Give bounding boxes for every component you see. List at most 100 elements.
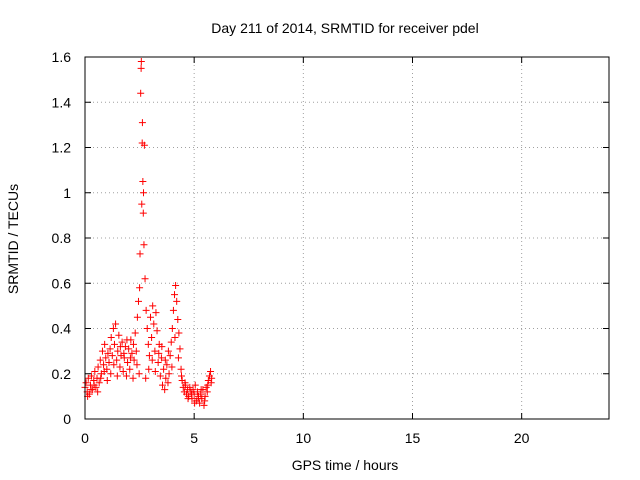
data-point [149, 302, 157, 310]
data-point [119, 367, 127, 375]
data-point [151, 367, 159, 375]
data-point [110, 340, 118, 348]
data-point [161, 386, 169, 394]
data-point [145, 365, 153, 373]
data-point [188, 390, 196, 398]
data-point [150, 320, 158, 328]
data-point [135, 370, 143, 378]
data-point [163, 361, 171, 369]
data-point [109, 325, 117, 332]
data-point [108, 352, 116, 360]
data-point [116, 363, 124, 371]
data-point [148, 334, 156, 342]
data-point [159, 381, 167, 389]
data-point [115, 331, 123, 339]
data-point [162, 374, 170, 382]
data-point [101, 340, 109, 348]
data-point [96, 356, 104, 364]
y-tick-label: 0.4 [52, 321, 72, 337]
data-point [90, 381, 98, 389]
data-point [94, 363, 102, 371]
data-point [145, 352, 153, 360]
data-point [169, 306, 177, 314]
data-point [142, 374, 150, 382]
data-point [94, 388, 102, 396]
data-point [140, 189, 148, 197]
data-point [156, 372, 164, 380]
data-point [160, 365, 168, 373]
data-point [128, 349, 136, 357]
data-point [110, 361, 118, 369]
data-point [133, 361, 141, 369]
data-point [100, 367, 108, 375]
data-point [123, 336, 131, 344]
data-point [171, 291, 179, 299]
data-point [136, 250, 144, 258]
x-tick-label: 0 [81, 430, 89, 446]
data-point [137, 58, 145, 66]
data-point [175, 329, 183, 337]
data-point [107, 334, 115, 342]
y-tick-label: 1 [63, 185, 71, 201]
data-point [129, 374, 137, 382]
data-point [207, 379, 215, 387]
data-point [164, 347, 172, 355]
data-point [102, 354, 110, 362]
data-point [174, 354, 182, 362]
y-axis-label: SRMTID / TECUs [5, 184, 21, 294]
data-point [154, 358, 162, 366]
data-point [137, 89, 145, 97]
y-tick-label: 1.6 [52, 49, 72, 65]
data-point [103, 377, 111, 385]
data-point [136, 284, 144, 292]
data-point [147, 313, 154, 321]
data-point [200, 401, 208, 409]
x-tick-label: 15 [405, 430, 421, 446]
data-point [95, 379, 103, 387]
data-point [171, 334, 179, 342]
data-point [148, 356, 156, 364]
data-point [207, 367, 215, 375]
data-point [153, 327, 161, 335]
data-point [155, 349, 163, 357]
data-point [157, 354, 165, 362]
data-point [139, 209, 147, 217]
data-point [203, 388, 211, 396]
data-point [191, 399, 199, 407]
data-point [177, 365, 185, 373]
data-point [106, 345, 114, 353]
data-point [166, 352, 174, 360]
data-point [168, 363, 176, 371]
data-point [141, 275, 149, 283]
data-point [173, 297, 181, 305]
grid [85, 57, 609, 419]
data-point [126, 365, 134, 373]
data-point [164, 379, 172, 387]
data-point [91, 367, 99, 375]
y-tick-label: 0 [63, 411, 71, 427]
x-axis-label: GPS time / hours [292, 457, 399, 473]
data-point [172, 282, 180, 290]
data-point [100, 361, 108, 369]
data-point [140, 241, 148, 249]
data-point [129, 340, 137, 348]
x-tick-label: 20 [514, 430, 530, 446]
y-tick-label: 1.2 [52, 140, 72, 156]
data-point [112, 320, 120, 328]
data-point [124, 358, 132, 366]
data-point [167, 338, 175, 346]
data-point [139, 177, 147, 185]
data-point [189, 386, 197, 394]
data-point [131, 329, 139, 337]
data-point [181, 379, 189, 387]
data-point [134, 297, 142, 305]
x-tick-label: 10 [296, 430, 312, 446]
data-point [140, 141, 148, 149]
data-point [113, 372, 121, 380]
data-point [133, 313, 141, 321]
data-points [81, 58, 216, 409]
data-point [144, 340, 152, 348]
data-point [113, 356, 121, 364]
data-point [126, 354, 134, 362]
